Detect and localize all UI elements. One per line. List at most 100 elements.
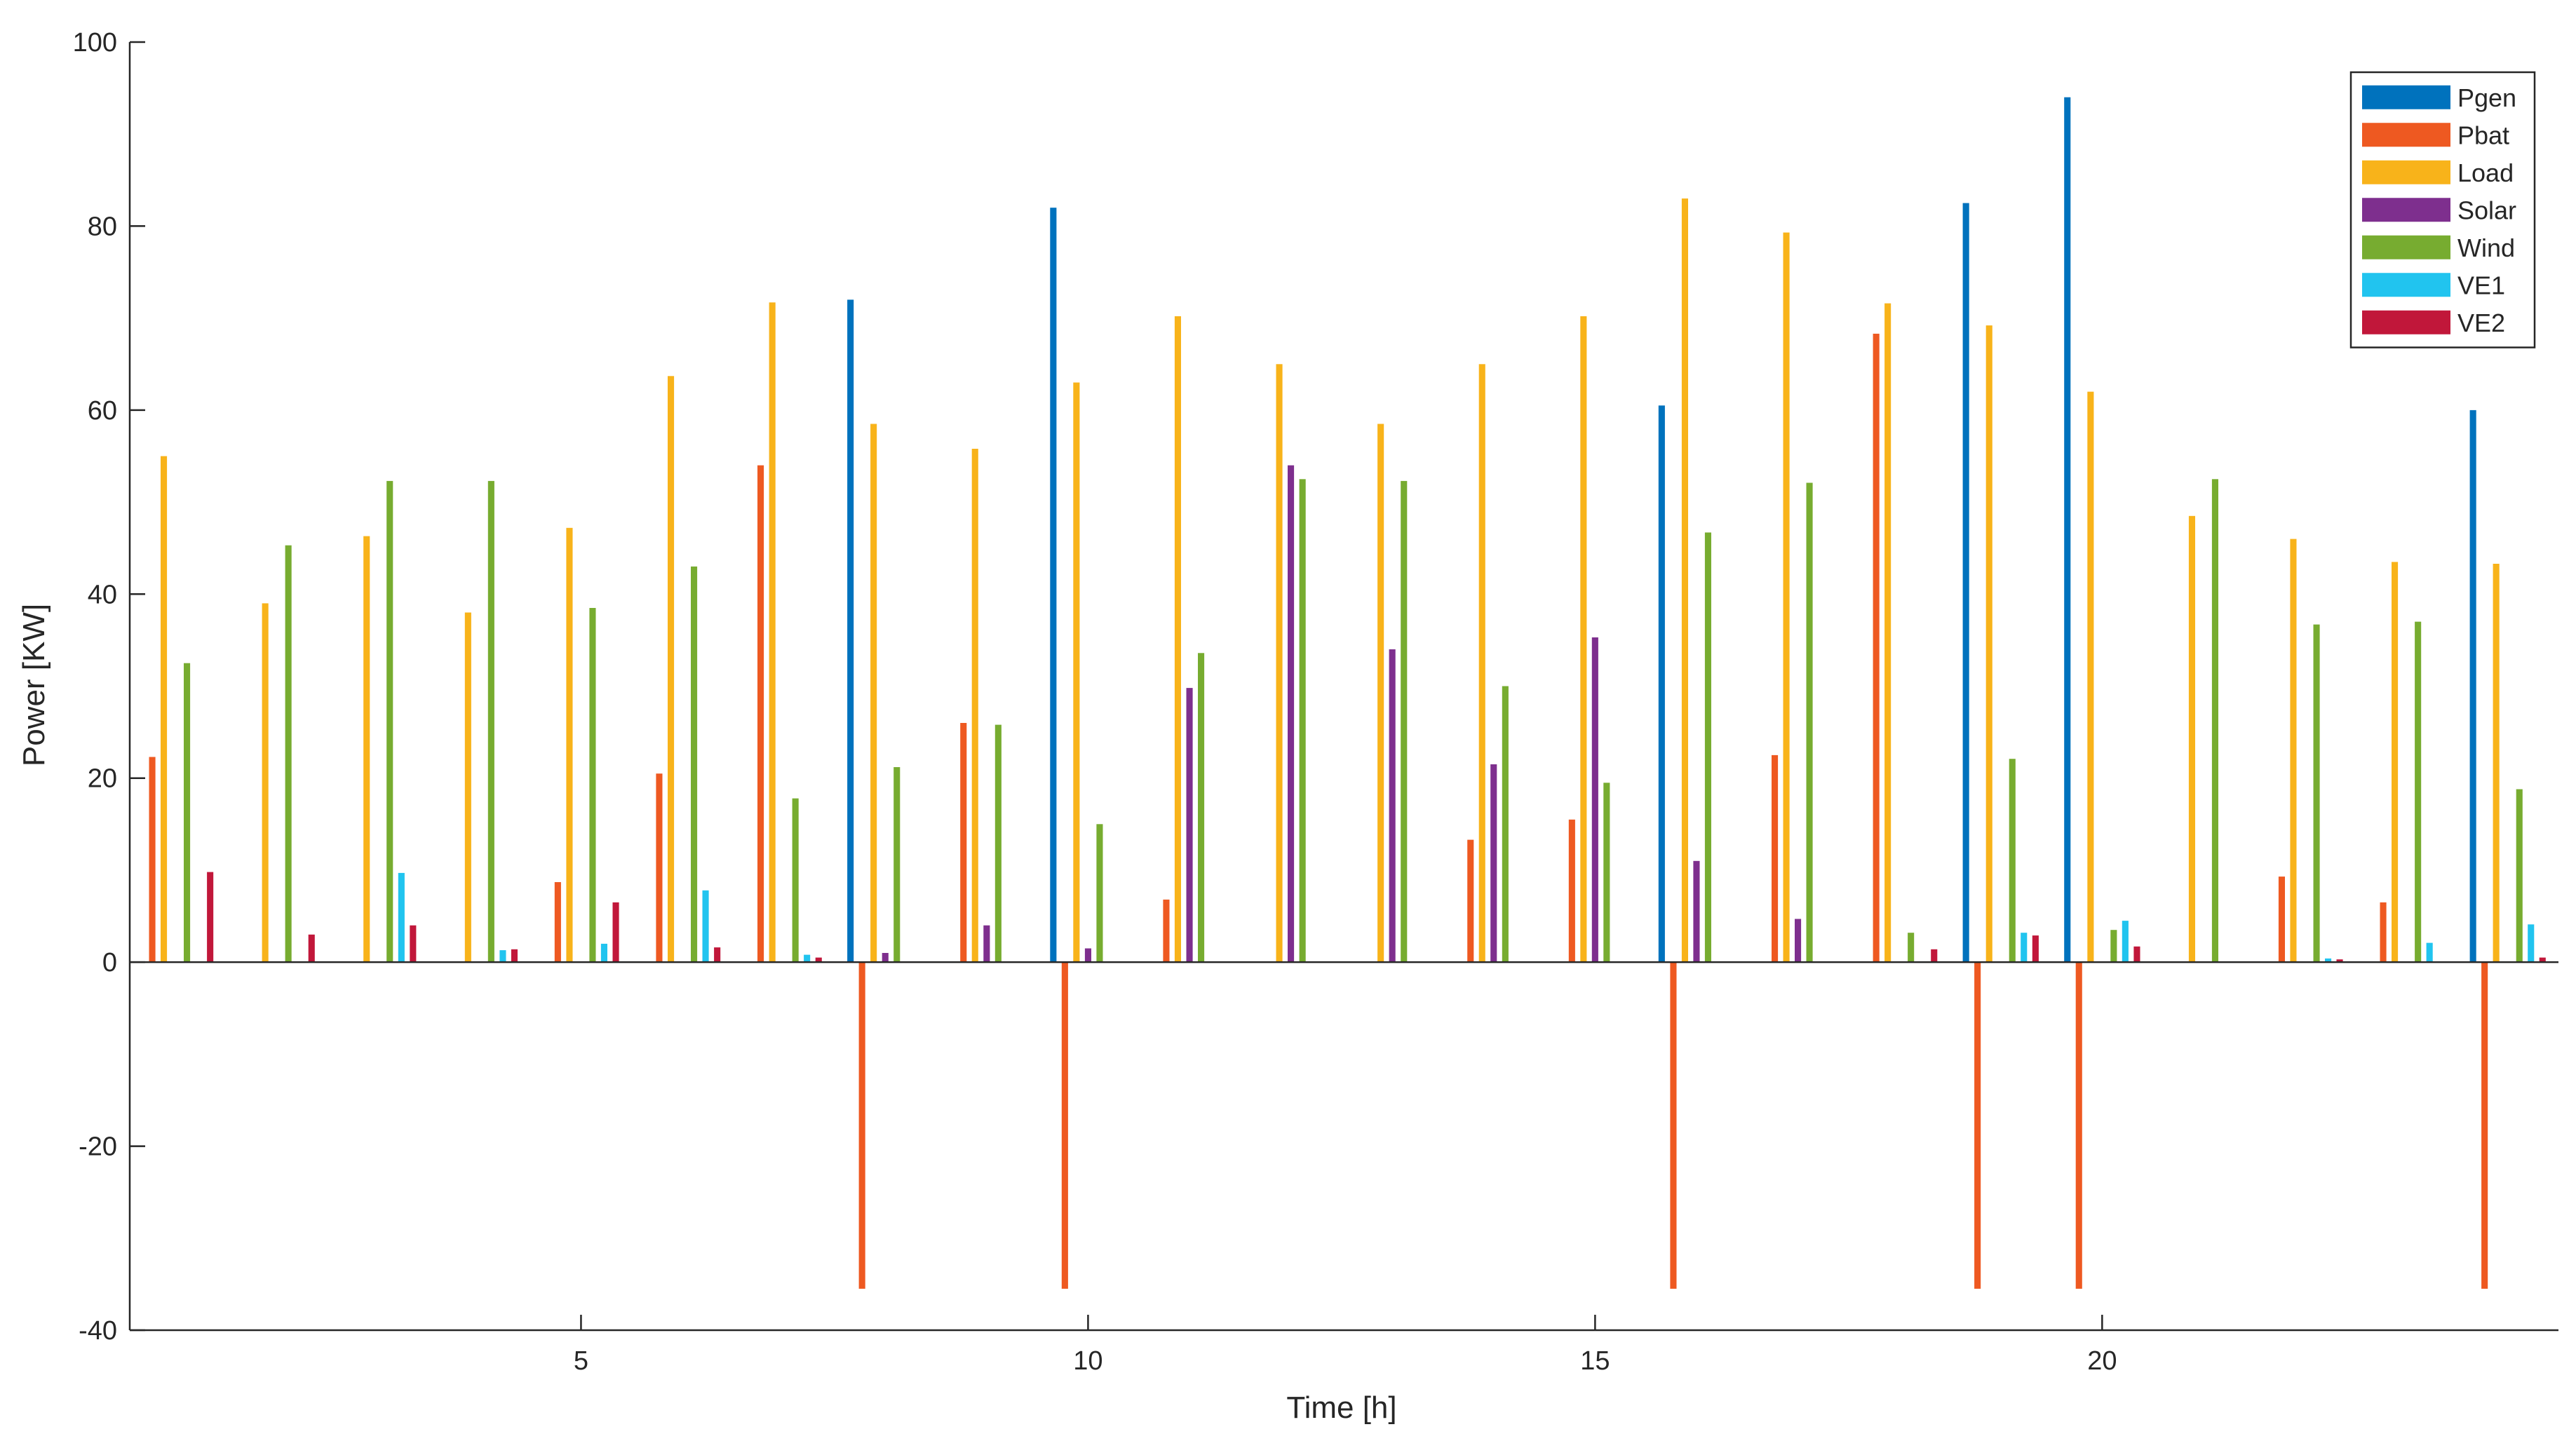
bar-solar-11 (1186, 688, 1193, 963)
legend-swatch-ve1 (2362, 273, 2450, 297)
bar-wind-4 (487, 480, 494, 963)
y-tick-label: 60 (88, 396, 117, 426)
bar-load-2 (262, 603, 269, 963)
bar-pgen-16 (1658, 405, 1665, 963)
bar-ve1-24 (2528, 924, 2535, 963)
bar-load-11 (1174, 316, 1181, 963)
bar-solar-8 (882, 953, 889, 963)
legend-swatch-wind (2362, 235, 2450, 259)
bar-ve2-5 (612, 902, 619, 963)
x-axis-title: Time [h] (1286, 1390, 1396, 1425)
bar-pgen-24 (2469, 410, 2476, 963)
bar-wind-9 (994, 724, 1002, 963)
bar-wind-5 (589, 608, 596, 963)
bar-wind-12 (1299, 479, 1306, 963)
legend-swatch-solar (2362, 198, 2450, 222)
bar-ve1-22 (2325, 958, 2332, 963)
bar-wind-14 (1502, 686, 1509, 963)
bar-pbat-7 (757, 465, 764, 963)
bar-ve2-20 (2133, 946, 2140, 963)
y-tick-label: 80 (88, 212, 117, 241)
y-tick-label: 100 (73, 28, 117, 57)
bar-load-15 (1580, 316, 1587, 963)
y-tick-label: -40 (79, 1316, 117, 1346)
bar-pbat-10 (1061, 962, 1068, 1289)
bar-load-9 (971, 449, 978, 963)
bar-load-1 (161, 456, 168, 963)
x-tick-label: 15 (1580, 1346, 1610, 1376)
bar-ve2-22 (2336, 959, 2343, 963)
legend: Pgen Pbat Load Solar Wind VE1 VE2 (2349, 71, 2536, 348)
bar-pbat-22 (2278, 877, 2285, 963)
bar-wind-21 (2211, 479, 2218, 963)
bar-load-4 (464, 612, 471, 963)
bar-pbat-24 (2481, 962, 2488, 1289)
bar-load-24 (2493, 564, 2500, 963)
bar-load-6 (668, 376, 675, 963)
bar-load-22 (2290, 539, 2297, 963)
x-tick-label: 10 (1073, 1346, 1102, 1376)
bar-ve2-18 (1931, 949, 1938, 963)
bar-wind-24 (2516, 789, 2523, 963)
bar-ve2-4 (511, 949, 518, 963)
bar-wind-6 (691, 566, 698, 963)
bar-pbat-20 (2075, 962, 2082, 1289)
legend-label-pbat: Pbat (2457, 121, 2509, 149)
bar-load-8 (870, 424, 877, 963)
bar-pbat-19 (1974, 962, 1981, 1289)
bar-wind-16 (1704, 532, 1711, 963)
bar-ve1-23 (2426, 942, 2433, 963)
bar-solar-15 (1591, 637, 1598, 963)
bar-pgen-19 (1962, 203, 1969, 963)
bar-pgen-8 (847, 299, 854, 963)
bar-wind-11 (1198, 653, 1205, 963)
bar-pbat-17 (1772, 754, 1779, 963)
bar-solar-16 (1693, 860, 1700, 963)
y-axis-title: Power [KW] (17, 604, 51, 766)
bar-load-19 (1985, 325, 1992, 963)
bar-wind-8 (893, 767, 901, 963)
legend-label-solar: Solar (2457, 196, 2516, 224)
bar-wind-7 (792, 798, 799, 963)
bar-ve2-24 (2539, 957, 2546, 963)
bar-pbat-9 (960, 723, 967, 963)
bar-ve2-1 (207, 872, 214, 963)
bar-load-23 (2392, 562, 2399, 963)
y-tick-label: 40 (88, 580, 117, 609)
bar-wind-18 (1908, 933, 1915, 963)
bar-ve1-5 (600, 943, 607, 963)
bar-wind-20 (2110, 930, 2117, 963)
bar-load-3 (363, 536, 370, 963)
legend-label-ve1: VE1 (2457, 271, 2505, 299)
bar-ve2-3 (410, 925, 417, 963)
bar-pbat-16 (1670, 962, 1677, 1289)
bar-load-16 (1681, 198, 1688, 963)
bar-pbat-11 (1163, 899, 1170, 963)
bar-solar-10 (1084, 948, 1091, 963)
legend-swatch-ve2 (2362, 310, 2450, 334)
legend-label-load: Load (2457, 158, 2514, 187)
bar-solar-12 (1288, 465, 1295, 963)
bar-ve1-19 (2021, 933, 2028, 963)
legend-swatch-pbat (2362, 123, 2450, 147)
bar-pbat-5 (554, 882, 561, 963)
bar-pgen-10 (1050, 208, 1057, 963)
bars-layer (149, 97, 2546, 1289)
bar-pbat-18 (1873, 333, 1880, 963)
legend-swatch-pgen (2362, 85, 2450, 109)
legend-label-pgen: Pgen (2457, 83, 2516, 112)
bar-wind-17 (1806, 482, 1813, 963)
bar-load-21 (2188, 515, 2195, 963)
bar-ve2-7 (815, 957, 822, 963)
bar-ve1-3 (398, 872, 405, 963)
legend-label-ve2: VE2 (2457, 309, 2505, 337)
bar-load-12 (1276, 364, 1283, 963)
bar-ve1-20 (2122, 921, 2129, 963)
bar-solar-14 (1490, 764, 1497, 963)
bar-solar-13 (1389, 649, 1396, 963)
bar-wind-22 (2313, 624, 2320, 963)
legend-label-wind: Wind (2457, 234, 2515, 262)
bar-wind-19 (2009, 759, 2016, 963)
bar-ve2-2 (308, 934, 315, 963)
